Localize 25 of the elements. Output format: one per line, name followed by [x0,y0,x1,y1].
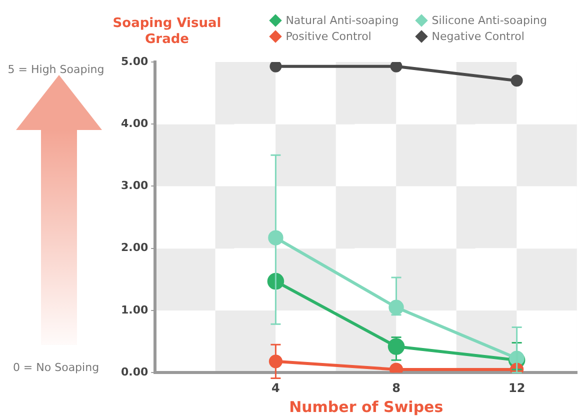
y-axis-title: Soaping Visual Grade [112,16,222,48]
y-tick-label: 1.00 [121,303,148,316]
point [390,62,402,72]
text: 5 = High Soaping [6,63,106,76]
y-tick-label: 5.00 [121,54,148,68]
x-tick-label: 12 [508,380,526,395]
point [388,300,404,315]
x-tick-label: 8 [392,380,400,395]
y-tick-label: 4.00 [121,116,148,130]
legend-label: Silicone Anti-soaping [432,14,547,27]
legend-label: Natural Anti-soaping [286,14,399,27]
point [388,338,405,355]
x-axis-title: Number of Swipes [289,398,444,416]
y-tick-label: 3.00 [121,179,148,192]
legend-label: Positive Control [286,30,372,43]
point [268,354,282,368]
point [270,62,282,72]
point [389,362,404,373]
x-tick-label: 4 [272,380,280,395]
point [268,230,284,246]
y-tick-label: 0.00 [121,365,148,378]
text: 0 = No Soaping [12,361,100,374]
legend-label: Negative Control [432,30,524,43]
y-tick-label: 2.00 [121,241,148,254]
point [510,74,523,87]
